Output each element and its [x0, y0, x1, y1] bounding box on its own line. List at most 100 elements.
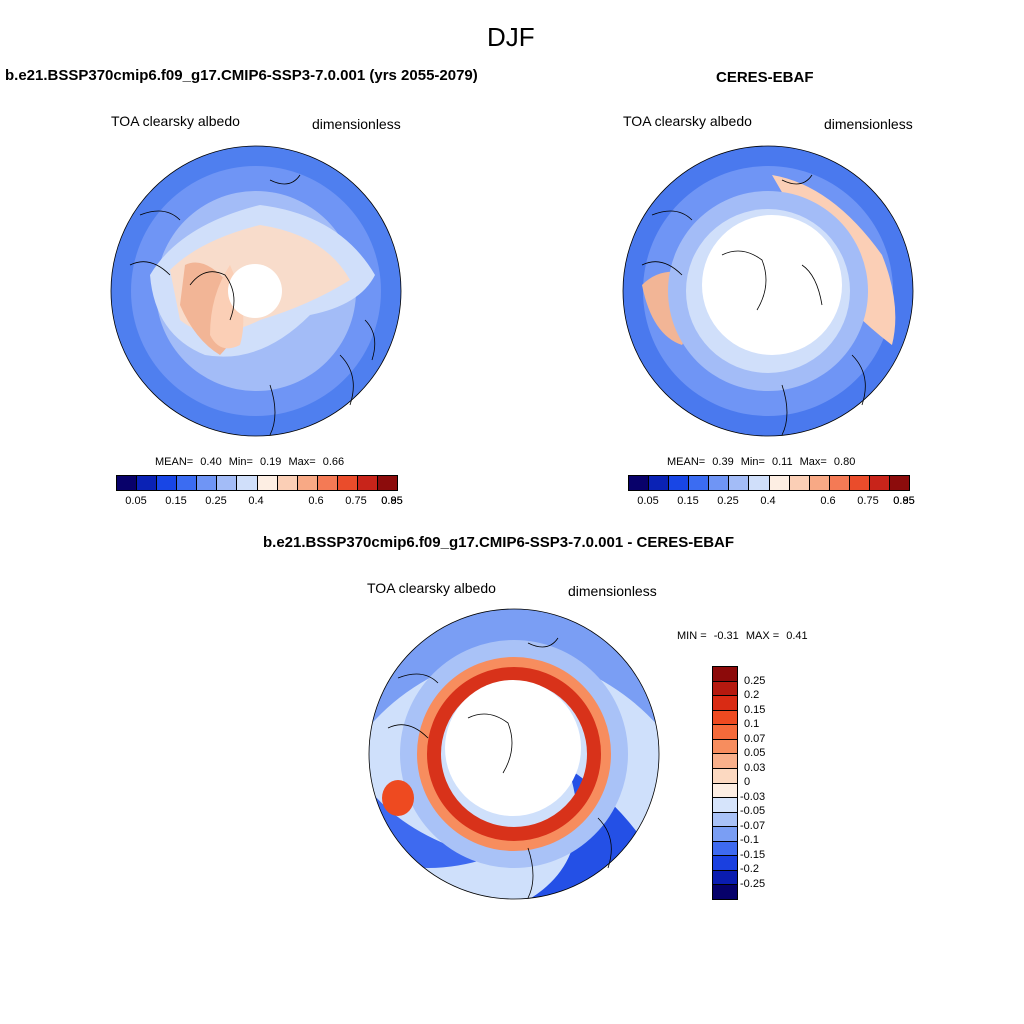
panel3-colorbar-swatch	[713, 696, 737, 711]
panel3-min-value: -0.31	[713, 630, 739, 642]
panel3-stats: MIN = -0.31 MAX = 0.41	[677, 630, 812, 642]
panel2-colorbar-swatch	[709, 476, 730, 490]
panel2-heading: CERES-EBAF	[716, 69, 814, 86]
panel3-colorbar-swatch	[713, 768, 737, 784]
panel3-colorbar-swatch	[713, 667, 737, 682]
panel1-colorbar-tick-label: 0.85	[381, 495, 403, 507]
panel1-mean-value: 0.40	[200, 456, 222, 468]
panel3-colorbar-swatch	[713, 710, 737, 726]
panel2-colorbar-swatch	[669, 476, 690, 490]
panel3-colorbar-tick-label: -0.2	[740, 863, 759, 875]
panel1-mean-label: MEAN=	[155, 456, 194, 468]
panel3-colorbar-tick-label: -0.03	[740, 790, 766, 803]
panel2-colorbar-swatch	[649, 476, 670, 490]
panel3-heading: b.e21.BSSP370cmip6.f09_g17.CMIP6-SSP3-7.…	[263, 534, 735, 551]
panel1-colorbar-tick-label: 0.95	[381, 495, 403, 507]
panel3-colorbar-swatch	[713, 885, 737, 899]
panel3-min-label: MIN =	[677, 630, 707, 642]
panel2-colorbar-tick-label: 0.25	[717, 495, 739, 507]
panel2-colorbar-swatch	[629, 476, 650, 490]
panel3-colorbar-tick-label: -0.15	[740, 848, 766, 861]
panel2-mean-value: 0.39	[712, 456, 734, 468]
panel1-colorbar-swatch	[197, 476, 218, 490]
panel2-colorbar-tick-label: 0.15	[677, 495, 699, 507]
panel2-colorbar-tick-label: 0.75	[857, 495, 879, 507]
panel2-colorbar-tick-label: 0.85	[893, 495, 915, 507]
panel3-colorbar-swatch	[713, 681, 737, 697]
panel3-colorbar-swatch	[713, 812, 737, 828]
panel1-colorbar-swatch	[257, 476, 278, 490]
panel2-colorbar-tick-label: 0.05	[637, 495, 659, 507]
panel2-units: dimensionless	[824, 116, 913, 132]
panel1-pole-hole	[228, 264, 282, 318]
panel2-colorbar-swatch	[729, 476, 750, 490]
panel3-colorbar-tick-label: -0.05	[740, 805, 766, 817]
panel3-units: dimensionless	[568, 583, 657, 599]
panel3-colorbar-swatch	[713, 870, 737, 886]
panel3-colorbar-tick-label: -0.07	[740, 819, 766, 832]
panel1-colorbar-tick-label: 0.75	[345, 495, 367, 507]
panel2-colorbar-tick-label: 0.4	[760, 495, 776, 507]
panel1-colorbar-swatch	[217, 476, 238, 490]
panel1-heading: b.e21.BSSP370cmip6.f09_g17.CMIP6-SSP3-7.…	[5, 67, 478, 84]
panel2-colorbar	[628, 475, 910, 491]
panel1-colorbar-swatch	[297, 476, 318, 490]
panel2-colorbar-tick-label: 0.95	[893, 495, 915, 507]
panel2-colorbar-swatch	[749, 476, 770, 490]
panel3-colorbar-tick-label: 0.05	[744, 747, 766, 759]
panel2-colorbar-swatch	[829, 476, 850, 490]
panel2-max-value: 0.80	[833, 456, 856, 468]
panel1-colorbar-tick-label: 0.6	[308, 495, 324, 507]
panel3-colorbar-swatch	[713, 739, 737, 755]
panel2-colorbar-swatch	[809, 476, 830, 490]
panel1-colorbar-labels: 0.05 0.15 0.25 0.4 0.6 0.75 0.85 0.95	[116, 495, 402, 509]
panel2-colorbar-labels: 0.05 0.15 0.25 0.4 0.6 0.75 0.85 0.95	[628, 495, 914, 509]
panel3-colorbar-swatch	[713, 725, 737, 740]
panel2-polar-map	[622, 145, 914, 437]
panel3-colorbar-swatch	[713, 798, 737, 813]
panel3-colorbar-tick-label: 0.03	[744, 761, 766, 774]
panel3-colorbar-swatch	[713, 783, 737, 799]
panel2-pole-hole	[702, 215, 842, 355]
panel1-colorbar-swatch	[317, 476, 338, 490]
panel1-min-label: Min=	[228, 456, 253, 468]
panel3-max-label: MAX =	[745, 630, 780, 642]
panel1-colorbar-tick-label: 0.4	[248, 495, 264, 507]
panel2-colorbar-swatch	[769, 476, 790, 490]
panel1-max-value: 0.66	[322, 456, 345, 468]
panel1-colorbar-swatch	[177, 476, 198, 490]
panel3-colorbar-swatch	[713, 841, 737, 857]
panel1-colorbar-swatch	[277, 476, 298, 490]
panel1-stats: MEAN= 0.40 Min= 0.19 Max= 0.66	[155, 456, 348, 468]
panel3-colorbar-tick-label: -0.25	[740, 877, 766, 890]
panel3-colorbar-tick-label: 0.1	[744, 718, 760, 730]
panel2-colorbar-swatch	[789, 476, 810, 490]
panel3-colorbar-tick-label: 0	[744, 776, 751, 788]
panel1-units: dimensionless	[312, 116, 401, 132]
panel2-variable: TOA clearsky albedo	[623, 113, 752, 129]
panel3-polar-map	[368, 608, 660, 900]
panel3-pole-hole	[445, 680, 581, 816]
panel2-mean-label: MEAN=	[667, 456, 706, 468]
panel2-colorbar-tick-label: 0.6	[820, 495, 836, 507]
panel1-colorbar-tick-label: 0.05	[125, 495, 147, 507]
panel3-colorbar-tick-label: 0.2	[744, 689, 760, 701]
panel3-colorbar-tick-label: -0.1	[740, 834, 759, 846]
panel1-colorbar-swatch	[378, 476, 398, 490]
panel1-polar-map	[110, 145, 402, 437]
panel3-colorbar-tick-label: 0.25	[744, 674, 766, 687]
panel1-colorbar-swatch	[137, 476, 158, 490]
panel2-min-value: 0.11	[771, 456, 793, 468]
panel3-max-value: 0.41	[786, 630, 808, 642]
panel1-colorbar	[116, 475, 398, 491]
panel1-colorbar-swatch	[117, 476, 138, 490]
panel3-colorbar-tick-label: 0.07	[744, 732, 766, 745]
panel2-colorbar-swatch	[890, 476, 910, 490]
panel2-colorbar-swatch	[869, 476, 891, 490]
panel1-max-label: Max=	[288, 456, 316, 468]
panel1-colorbar-swatch	[357, 476, 379, 490]
panel3-colorbar-swatch	[713, 856, 737, 871]
panel2-colorbar-swatch	[689, 476, 710, 490]
panel1-variable: TOA clearsky albedo	[111, 113, 240, 129]
panel2-min-label: Min=	[740, 456, 765, 468]
